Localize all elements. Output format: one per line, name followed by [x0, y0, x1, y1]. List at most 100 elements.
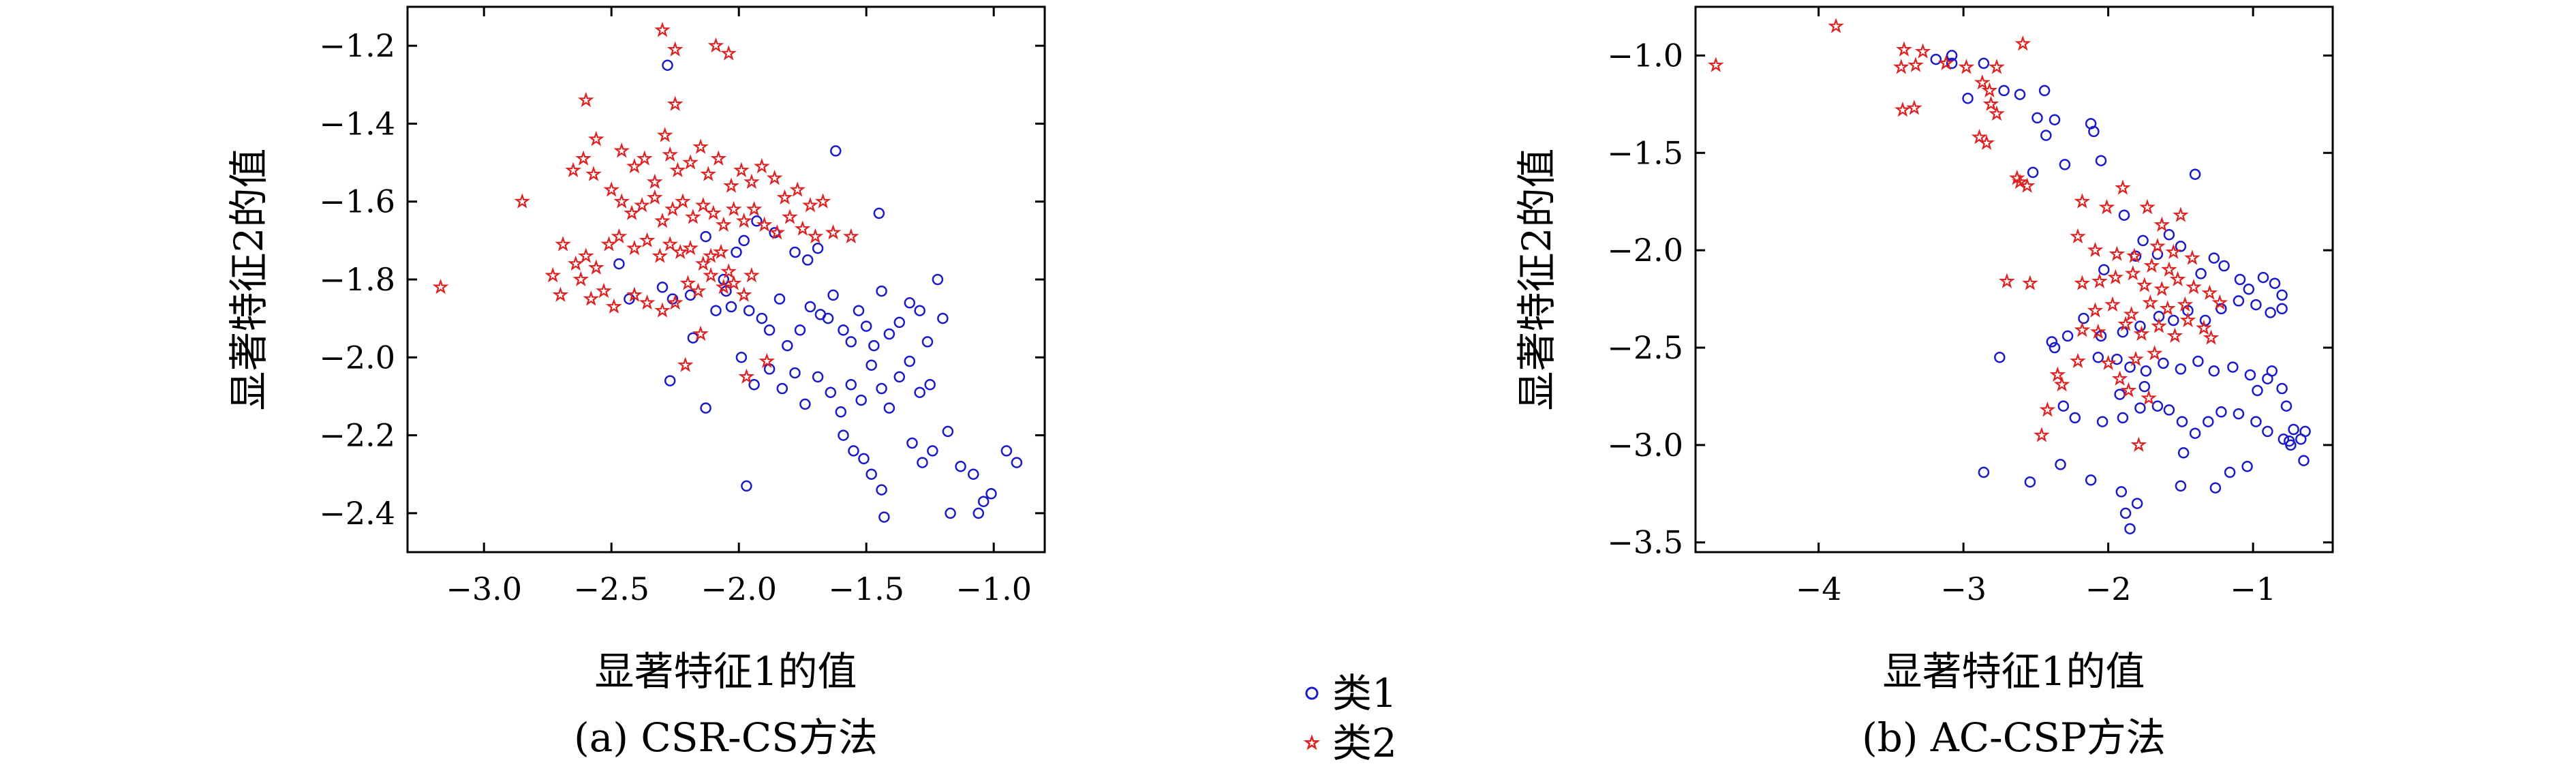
- class2-point: [1990, 107, 2004, 120]
- class2-point: [2166, 245, 2181, 258]
- class2-point: [671, 163, 685, 177]
- class2-point: [2142, 391, 2156, 404]
- y-tick-label: −2.0: [1607, 232, 1683, 269]
- class1-point: [2215, 303, 2227, 315]
- class2-point: [1709, 58, 1723, 72]
- class1-point: [2175, 480, 2187, 492]
- class1-point: [2092, 352, 2104, 363]
- class2-point: [808, 230, 823, 243]
- class1-point: [876, 285, 887, 297]
- panel-b-chart: −4 −3 −2 −1 −1.0 −1.5 −2.0 −2.5 −3.0 −3.5 显著特征1的…: [1514, 5, 2334, 761]
- class2-point: [714, 245, 728, 258]
- class1-point: [845, 379, 857, 391]
- class2-point: [2124, 307, 2138, 320]
- class1-point: [827, 289, 839, 301]
- class2-point: [666, 202, 679, 215]
- class2-point: [589, 260, 603, 274]
- class1-point: [2209, 482, 2222, 494]
- class2-point: [747, 202, 761, 215]
- class1-point: [2176, 416, 2188, 427]
- class1-point: [2158, 357, 2169, 369]
- class1-point: [2233, 295, 2245, 307]
- class1-point: [804, 301, 816, 313]
- x-tick-label: −2.5: [573, 571, 649, 607]
- class1-point: [2124, 523, 2136, 534]
- class1-point: [2014, 89, 2026, 100]
- class2-point: [795, 222, 810, 235]
- class2-point: [722, 46, 735, 60]
- class2-point: [2181, 313, 2195, 327]
- class2-point: [2147, 346, 2162, 359]
- x-tick-label: −1.0: [955, 571, 1032, 607]
- class2-point: [2088, 303, 2102, 317]
- class2-point: [1984, 97, 1998, 110]
- panel-b-y-axis-label: 显著特征2的值: [1514, 149, 1560, 411]
- class2-point: [577, 151, 590, 165]
- class1-point: [2046, 336, 2058, 348]
- class2-point: [2141, 200, 2154, 213]
- class2-point: [2075, 276, 2089, 290]
- class2-point: [1907, 101, 1921, 115]
- class1-point: [684, 289, 696, 301]
- class1-point: [932, 273, 944, 286]
- class2-point: [587, 167, 600, 181]
- class1-point: [2233, 408, 2245, 420]
- class1-point: [2276, 289, 2288, 301]
- class1-point: [921, 336, 934, 348]
- class1-point: [914, 386, 925, 398]
- class2-point: [737, 214, 751, 227]
- class1-point: [2215, 406, 2227, 418]
- class2-point: [656, 214, 669, 227]
- class1-point: [2195, 268, 2207, 279]
- class2-point: [2100, 200, 2114, 213]
- class1-point: [2040, 130, 2052, 141]
- class1-point: [2117, 412, 2129, 424]
- class2-point: [1909, 58, 1922, 72]
- class1-point: [845, 336, 857, 348]
- y-tick-label: −1.5: [1607, 134, 1683, 171]
- class1-point: [656, 282, 669, 293]
- class1-point: [917, 457, 928, 468]
- class2-point: [726, 276, 741, 290]
- panel-a-x-axis-label: 显著特征1的值: [595, 648, 857, 695]
- class2-point: [2000, 274, 2014, 288]
- class2-point: [2132, 438, 2146, 451]
- class2-point: [2138, 278, 2151, 291]
- class1-point: [1962, 93, 1974, 104]
- class1-point: [1930, 53, 1942, 65]
- class2-point: [735, 163, 748, 177]
- class2-point: [737, 288, 751, 301]
- class2-point: [556, 237, 570, 250]
- class2-point: [2161, 301, 2175, 315]
- legend-class1-label: 类1: [1332, 670, 1397, 716]
- class2-point: [704, 269, 718, 282]
- y-tick-label: −3.5: [1607, 524, 1683, 561]
- class1-point: [748, 379, 760, 391]
- class1-point: [876, 382, 887, 395]
- class2-point: [2168, 329, 2182, 342]
- class1-point: [906, 437, 918, 449]
- class2-point: [669, 42, 682, 56]
- class1-point: [2265, 307, 2276, 318]
- class2-point: [628, 288, 641, 301]
- class2-point: [1895, 60, 1908, 74]
- class2-point: [2110, 247, 2124, 260]
- class1-point: [1946, 57, 1958, 70]
- class2-point: [579, 249, 593, 262]
- class2-point: [2152, 319, 2166, 332]
- class1-point: [2140, 365, 2152, 377]
- legend-item-class2: 类2: [1305, 720, 1397, 766]
- class2-point: [767, 171, 782, 184]
- class1-point: [942, 425, 954, 438]
- class2-point: [628, 160, 641, 172]
- legend-circle-marker: [1305, 686, 1319, 700]
- class1-point: [2175, 363, 2187, 375]
- class1-point: [873, 207, 885, 219]
- class1-point: [2095, 155, 2107, 166]
- class1-point: [782, 339, 793, 352]
- class1-point: [2288, 423, 2299, 436]
- class1-point: [2284, 435, 2295, 447]
- class2-point: [2010, 171, 2024, 184]
- class1-point: [2269, 277, 2281, 289]
- class1-point: [937, 312, 949, 324]
